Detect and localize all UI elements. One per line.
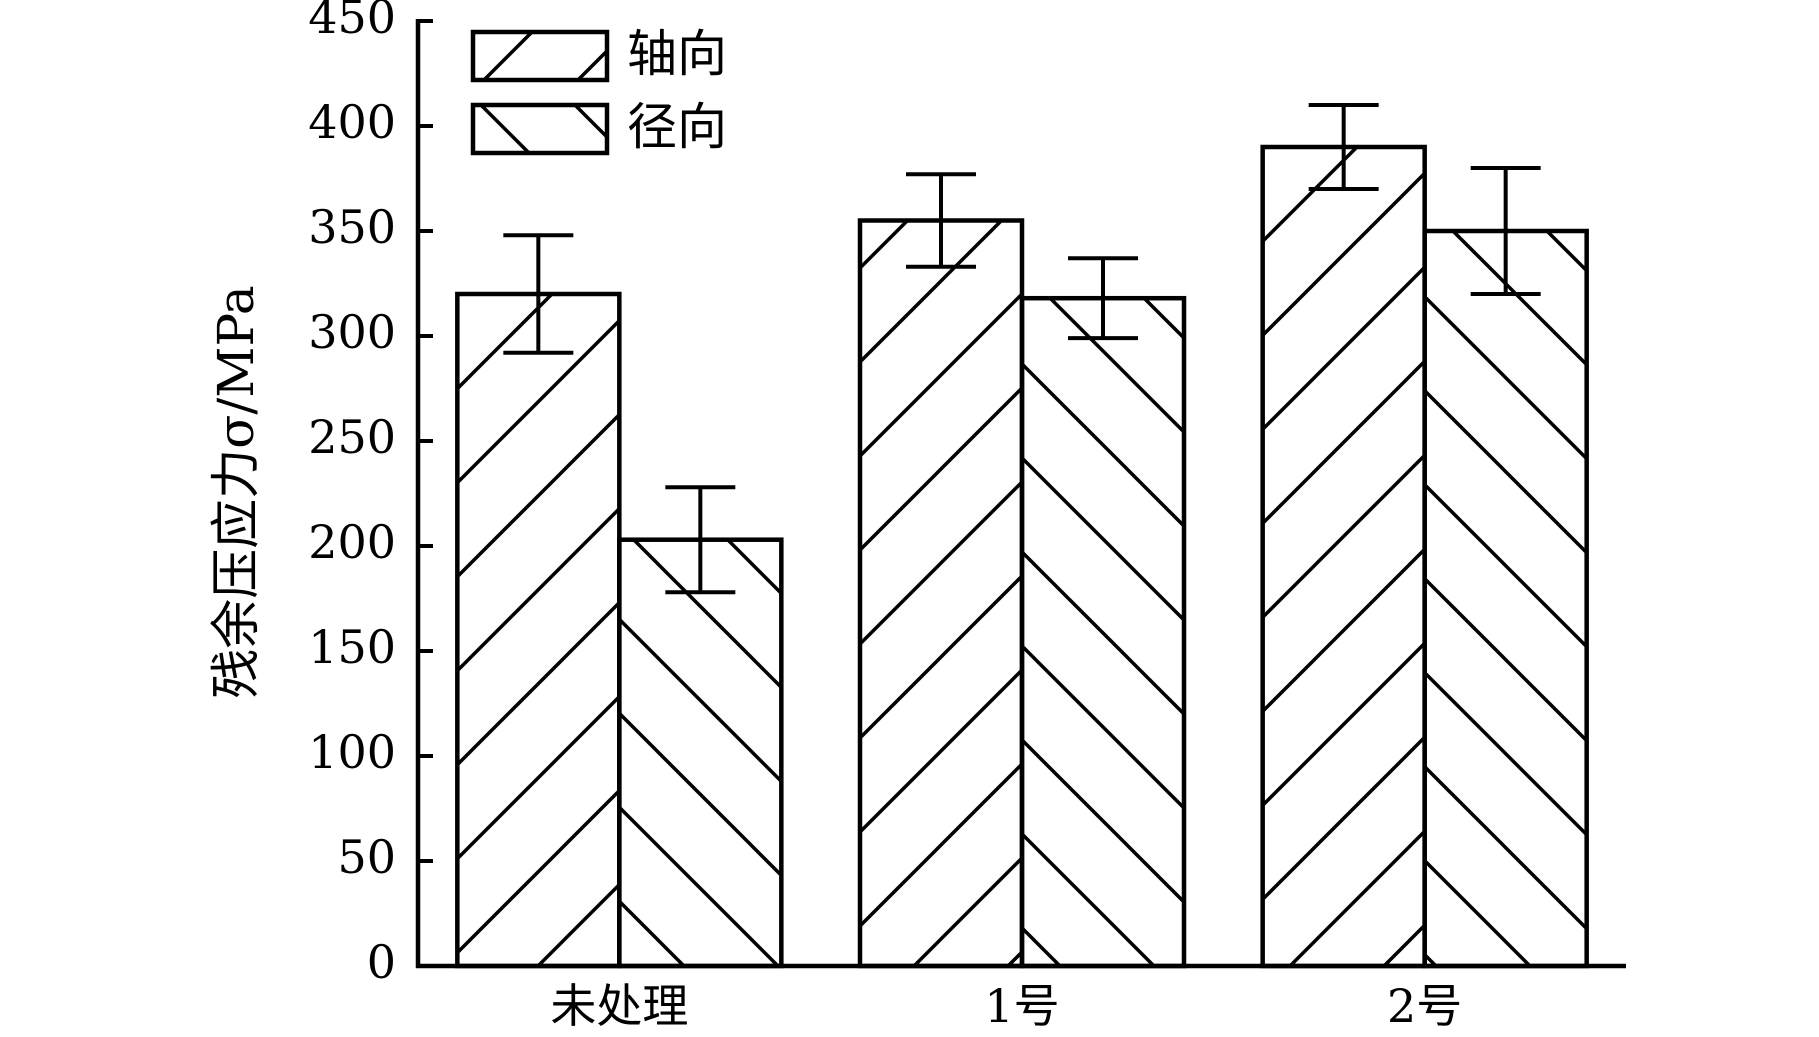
- y-tick-label: 150: [308, 620, 396, 674]
- bar: [455, 291, 622, 969]
- legend-swatch: [470, 102, 610, 156]
- x-tick-label: 未处理: [550, 979, 688, 1033]
- bar: [857, 218, 1025, 969]
- y-tick-label: 100: [308, 725, 396, 779]
- error-bar: [906, 172, 976, 269]
- error-bar: [1470, 166, 1541, 296]
- y-tick-label: 250: [308, 410, 396, 464]
- y-tick-label: 450: [308, 0, 396, 44]
- error-bar: [1308, 103, 1379, 191]
- error-bar: [503, 233, 574, 355]
- legend-label: 径向: [627, 98, 727, 156]
- y-tick-label: 50: [337, 830, 396, 884]
- bar: [1260, 144, 1427, 969]
- bar: [1422, 228, 1589, 969]
- x-tick-label: 1号: [984, 979, 1059, 1033]
- x-tick-label: 2号: [1387, 979, 1462, 1033]
- y-tick-label: 300: [308, 305, 396, 359]
- legend-swatch: [470, 29, 610, 83]
- y-axis-label: 残余压应力σ/MPa: [207, 285, 265, 698]
- y-tick-label: 0: [367, 935, 396, 989]
- legend-label: 轴向: [627, 25, 727, 83]
- y-tick-label: 200: [308, 515, 396, 569]
- bar: [1019, 295, 1187, 969]
- y-tick-label: 350: [308, 200, 396, 254]
- error-bar: [1068, 256, 1138, 341]
- y-tick-label: 400: [308, 95, 396, 149]
- bar: [617, 537, 784, 969]
- error-bar: [665, 485, 736, 595]
